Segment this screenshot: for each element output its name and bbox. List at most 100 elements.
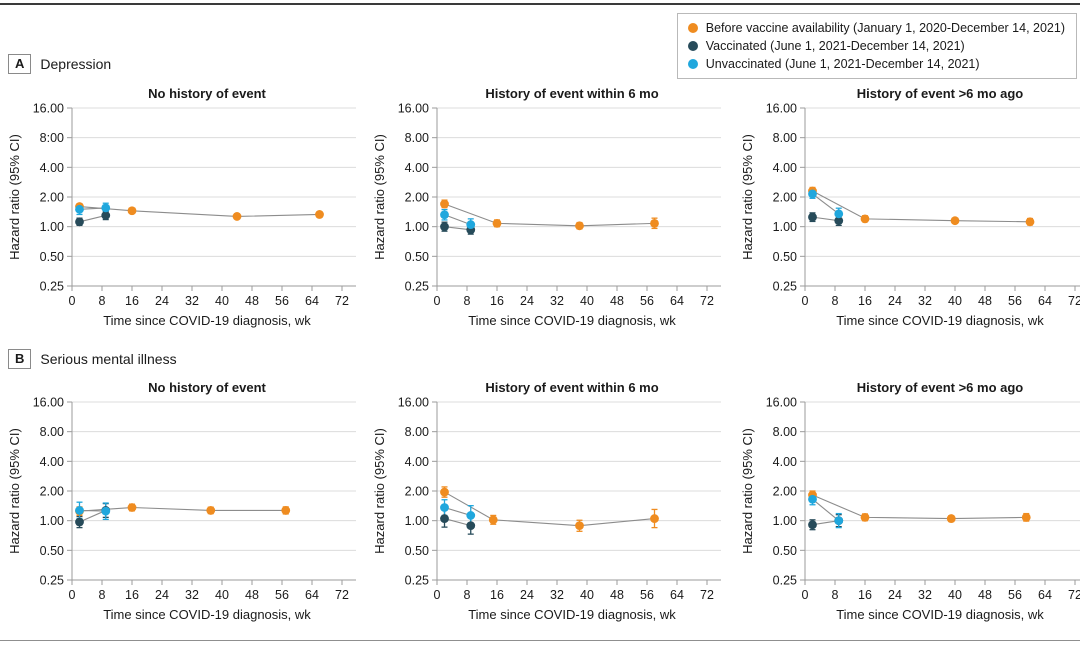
svg-text:0: 0: [69, 588, 76, 602]
svg-text:1.00: 1.00: [40, 514, 64, 528]
svg-text:56: 56: [640, 294, 654, 308]
svg-text:No history of event: No history of event: [148, 86, 266, 101]
svg-text:Hazard ratio (95% CI): Hazard ratio (95% CI): [372, 134, 387, 260]
svg-text:Time since COVID-19 diagnosis,: Time since COVID-19 diagnosis, wk: [468, 607, 676, 622]
svg-text:48: 48: [610, 294, 624, 308]
legend-marker-dark-icon: [687, 41, 698, 51]
svg-text:48: 48: [245, 588, 259, 602]
legend: Before vaccine availability (January 1, …: [676, 13, 1077, 79]
panel-b-header: B Serious mental illness: [8, 349, 177, 369]
panel-a-header: A Depression: [8, 54, 111, 74]
svg-text:72: 72: [335, 588, 349, 602]
svg-text:16: 16: [858, 588, 872, 602]
chart-a-no-history: No history of event 16.00 8:00 4.00 2.00 1.00…: [7, 86, 356, 328]
svg-text:0.50: 0.50: [773, 250, 797, 264]
svg-text:8: 8: [464, 294, 471, 308]
svg-text:Time since COVID-19 diagnosis,: Time since COVID-19 diagnosis, wk: [103, 607, 311, 622]
svg-text:64: 64: [670, 588, 684, 602]
svg-text:16: 16: [490, 294, 504, 308]
panel-a-title: Depression: [40, 56, 112, 72]
svg-text:1.00: 1.00: [40, 220, 64, 234]
svg-text:48: 48: [245, 294, 259, 308]
svg-text:8.00: 8.00: [405, 131, 429, 145]
svg-text:4.00: 4.00: [405, 161, 429, 175]
svg-text:4.00: 4.00: [40, 161, 64, 175]
svg-text:16: 16: [858, 294, 872, 308]
svg-text:64: 64: [1038, 588, 1052, 602]
panel-b-letter-badge: B: [8, 349, 32, 369]
svg-text:32: 32: [185, 294, 199, 308]
svg-text:40: 40: [948, 588, 962, 602]
chart-b-history-over-6mo: History of event >6 mo ago 16.00 8.00 4.00 2…: [740, 380, 1080, 622]
svg-text:1.00: 1.00: [773, 514, 797, 528]
svg-text:40: 40: [215, 588, 229, 602]
svg-text:History of event within 6 mo: History of event within 6 mo: [485, 380, 658, 395]
svg-text:72: 72: [1068, 294, 1080, 308]
svg-text:4.00: 4.00: [773, 161, 797, 175]
svg-text:2.00: 2.00: [773, 191, 797, 205]
svg-text:8: 8: [99, 294, 106, 308]
svg-text:16.00: 16.00: [33, 102, 64, 116]
svg-text:0: 0: [69, 294, 76, 308]
svg-text:24: 24: [888, 294, 902, 308]
svg-text:Time since COVID-19 diagnosis,: Time since COVID-19 diagnosis, wk: [836, 313, 1044, 328]
svg-text:4.00: 4.00: [405, 455, 429, 469]
chart-a-history-within-6mo: History of event within 6 mo 16.00 8.00 4.0…: [372, 86, 721, 328]
svg-text:24: 24: [520, 294, 534, 308]
svg-text:History of event >6 mo ago: History of event >6 mo ago: [857, 380, 1024, 395]
svg-text:32: 32: [918, 294, 932, 308]
svg-text:24: 24: [520, 588, 534, 602]
svg-text:16.00: 16.00: [398, 102, 429, 116]
svg-text:8.00: 8.00: [405, 425, 429, 439]
svg-text:2.00: 2.00: [405, 191, 429, 205]
svg-text:Hazard ratio (95% CI): Hazard ratio (95% CI): [7, 134, 22, 260]
svg-text:8: 8: [832, 588, 839, 602]
top-divider: [0, 3, 1080, 5]
legend-item-vaccinated: Vaccinated (June 1, 2021-December 14, 20…: [687, 39, 1065, 53]
svg-text:16: 16: [125, 294, 139, 308]
svg-text:72: 72: [1068, 588, 1080, 602]
svg-text:History of event within 6 mo: History of event within 6 mo: [485, 86, 658, 101]
svg-text:0.25: 0.25: [405, 280, 429, 294]
svg-text:0.50: 0.50: [405, 544, 429, 558]
svg-text:56: 56: [640, 588, 654, 602]
panel-b-chart-row: No history of event 16.00 8.00 4.00 2.00 1.00…: [0, 376, 1080, 632]
svg-text:48: 48: [610, 588, 624, 602]
svg-text:1.00: 1.00: [773, 220, 797, 234]
svg-text:0.50: 0.50: [773, 544, 797, 558]
chart-b-no-history: No history of event 16.00 8.00 4.00 2.00 1.00…: [7, 380, 356, 622]
svg-text:Hazard ratio (95% CI): Hazard ratio (95% CI): [7, 428, 22, 554]
svg-text:1.00: 1.00: [405, 514, 429, 528]
svg-text:0.25: 0.25: [773, 280, 797, 294]
svg-text:2.00: 2.00: [405, 485, 429, 499]
svg-text:72: 72: [700, 588, 714, 602]
svg-text:0.50: 0.50: [405, 250, 429, 264]
svg-text:History of event >6 mo ago: History of event >6 mo ago: [857, 86, 1024, 101]
legend-item-unvaccinated: Unvaccinated (June 1, 2021-December 14, …: [687, 57, 1065, 71]
svg-text:0.50: 0.50: [40, 544, 64, 558]
svg-text:48: 48: [978, 294, 992, 308]
chart-a-history-over-6mo: History of event >6 mo ago 16.00 8.00 4.00 2…: [740, 86, 1080, 328]
svg-text:40: 40: [580, 588, 594, 602]
svg-text:48: 48: [978, 588, 992, 602]
legend-label: Before vaccine availability (January 1, …: [705, 21, 1065, 35]
svg-text:8: 8: [832, 294, 839, 308]
svg-text:No history of event: No history of event: [148, 380, 266, 395]
svg-text:8.00: 8.00: [40, 425, 64, 439]
legend-marker-orange-icon: [687, 23, 698, 33]
svg-text:40: 40: [948, 294, 962, 308]
svg-text:Hazard ratio (95% CI): Hazard ratio (95% CI): [372, 428, 387, 554]
chart-b-history-within-6mo: History of event within 6 mo 16.00 8.00 4.0…: [372, 380, 721, 622]
svg-text:72: 72: [335, 294, 349, 308]
svg-text:16.00: 16.00: [766, 396, 797, 410]
svg-text:8: 8: [464, 588, 471, 602]
panel-a-letter-badge: A: [8, 54, 32, 74]
svg-text:32: 32: [550, 588, 564, 602]
svg-text:4.00: 4.00: [40, 455, 64, 469]
svg-text:0: 0: [802, 294, 809, 308]
svg-text:16: 16: [490, 588, 504, 602]
svg-text:0.25: 0.25: [40, 280, 64, 294]
svg-text:24: 24: [155, 588, 169, 602]
svg-text:56: 56: [275, 588, 289, 602]
